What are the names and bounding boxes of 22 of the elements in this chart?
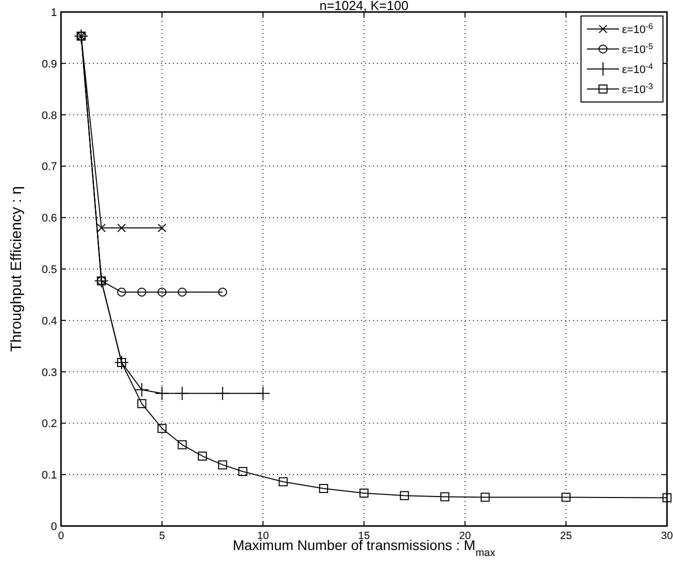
x-tick-label: 10 [257, 530, 269, 542]
x-tick-label: 25 [560, 530, 572, 542]
chart-title: n=1024, K=100 [320, 0, 408, 13]
legend-label: ε=10$^{-3}$ [622, 82, 654, 96]
legend-label: ε=10$^{-4}$ [622, 62, 654, 76]
y-tick-label: 0.1 [42, 470, 57, 482]
y-tick-label: 0.7 [42, 161, 57, 174]
y-tick-label: 0.4 [42, 315, 57, 328]
y-tick-label: 0 [50, 521, 57, 533]
x-tick-label: 5 [159, 530, 166, 542]
y-tick-label: 0.6 [42, 212, 57, 225]
y-tick-label: 0.5 [42, 264, 57, 276]
x-tick-label: 30 [661, 530, 673, 542]
y-tick-label: 0.2 [42, 418, 57, 430]
legend-label: ε=10$^{-6}$ [622, 22, 654, 36]
y-tick-label: 0.8 [42, 110, 57, 122]
y-tick-label: 0.3 [42, 366, 57, 379]
y-axis-title: Throughput Efficiency : η [8, 186, 25, 352]
y-tick-label: 0.9 [42, 58, 57, 70]
y-tick-label: 1 [50, 7, 57, 19]
legend-label: ε=10$^{-5}$ [622, 42, 654, 56]
x-tick-label: 0 [58, 530, 64, 542]
